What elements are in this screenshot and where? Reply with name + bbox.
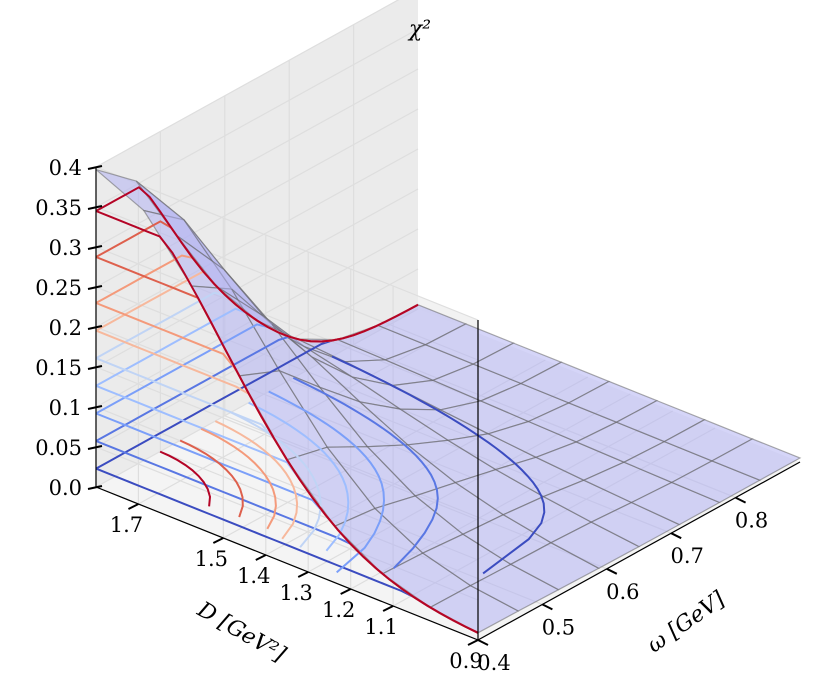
z-tick-label: 0.05 <box>35 436 82 460</box>
contour-projections <box>95 186 546 634</box>
omega-tick <box>541 603 553 611</box>
z-tick-label: 0.4 <box>49 156 82 180</box>
z-tick <box>87 245 103 250</box>
omega-tick <box>670 532 682 540</box>
d-tick-label: 1.5 <box>195 547 228 571</box>
omega-axis-line <box>477 461 801 641</box>
z-tick-label: 0.0 <box>49 476 82 500</box>
surface-patch <box>710 438 802 481</box>
d-tick <box>467 639 479 646</box>
z-tick <box>87 445 103 450</box>
contour-floor <box>248 401 350 552</box>
contour-floor <box>331 355 546 575</box>
z-tick-label: 0.25 <box>35 276 82 300</box>
contour-floor <box>200 427 277 530</box>
d-tick <box>127 503 139 510</box>
omega-tick-label: 0.4 <box>477 651 510 675</box>
z-tick <box>87 365 103 370</box>
z-axis-label: χ² <box>407 17 431 42</box>
contour-floor <box>179 439 244 518</box>
d-axis-label: D [GeV²] <box>192 597 290 668</box>
d-tick-label: 1.2 <box>322 598 355 622</box>
axis-lines <box>95 167 801 641</box>
d-tick-label: 1.1 <box>364 615 397 639</box>
z-tick <box>87 205 103 210</box>
z-tick-label: 0.35 <box>35 196 82 220</box>
axis-ticks: 0.0 0.05 0.1 0.15 0.2 0.25 0.3 0.35 0.4 0.4 0.5 0.6… <box>35 156 768 675</box>
contour-floor <box>268 390 386 574</box>
d-axis-line <box>95 486 479 641</box>
d-tick-label: 1.4 <box>237 564 270 588</box>
omega-tick <box>477 639 489 646</box>
d-tick <box>382 605 394 612</box>
d-tick-label: 0.9 <box>449 649 482 673</box>
contour-floor <box>292 377 439 569</box>
d-tick <box>297 571 309 578</box>
z-tick <box>87 405 103 410</box>
d-tick <box>340 588 352 595</box>
contour-wall-left <box>95 210 479 634</box>
z-tick-label: 0.1 <box>49 396 82 420</box>
z-tick-label: 0.2 <box>49 316 82 340</box>
omega-tick-label: 0.8 <box>735 509 768 533</box>
omega-tick-label: 0.7 <box>670 544 703 568</box>
omega-tick-label: 0.6 <box>606 580 639 604</box>
contour-wall-back <box>95 186 419 343</box>
d-tick <box>255 554 267 561</box>
z-tick-label: 0.3 <box>49 236 82 260</box>
contour-floor <box>159 450 212 507</box>
z-tick <box>87 285 103 290</box>
omega-tick <box>735 496 747 504</box>
d-tick-label: 1.7 <box>110 513 143 537</box>
z-tick <box>87 325 103 330</box>
omega-tick-label: 0.5 <box>542 615 575 639</box>
contour-floor <box>214 420 299 540</box>
pane-back-wall <box>96 0 418 487</box>
d-tick-label: 1.3 <box>280 581 313 605</box>
d-tick <box>212 537 224 544</box>
z-tick <box>87 485 103 490</box>
z-tick <box>87 165 103 170</box>
omega-tick <box>606 567 618 575</box>
chi2-surface <box>95 169 802 634</box>
omega-axis-label: ω [GeV] <box>643 587 730 659</box>
z-tick-label: 0.15 <box>35 356 82 380</box>
